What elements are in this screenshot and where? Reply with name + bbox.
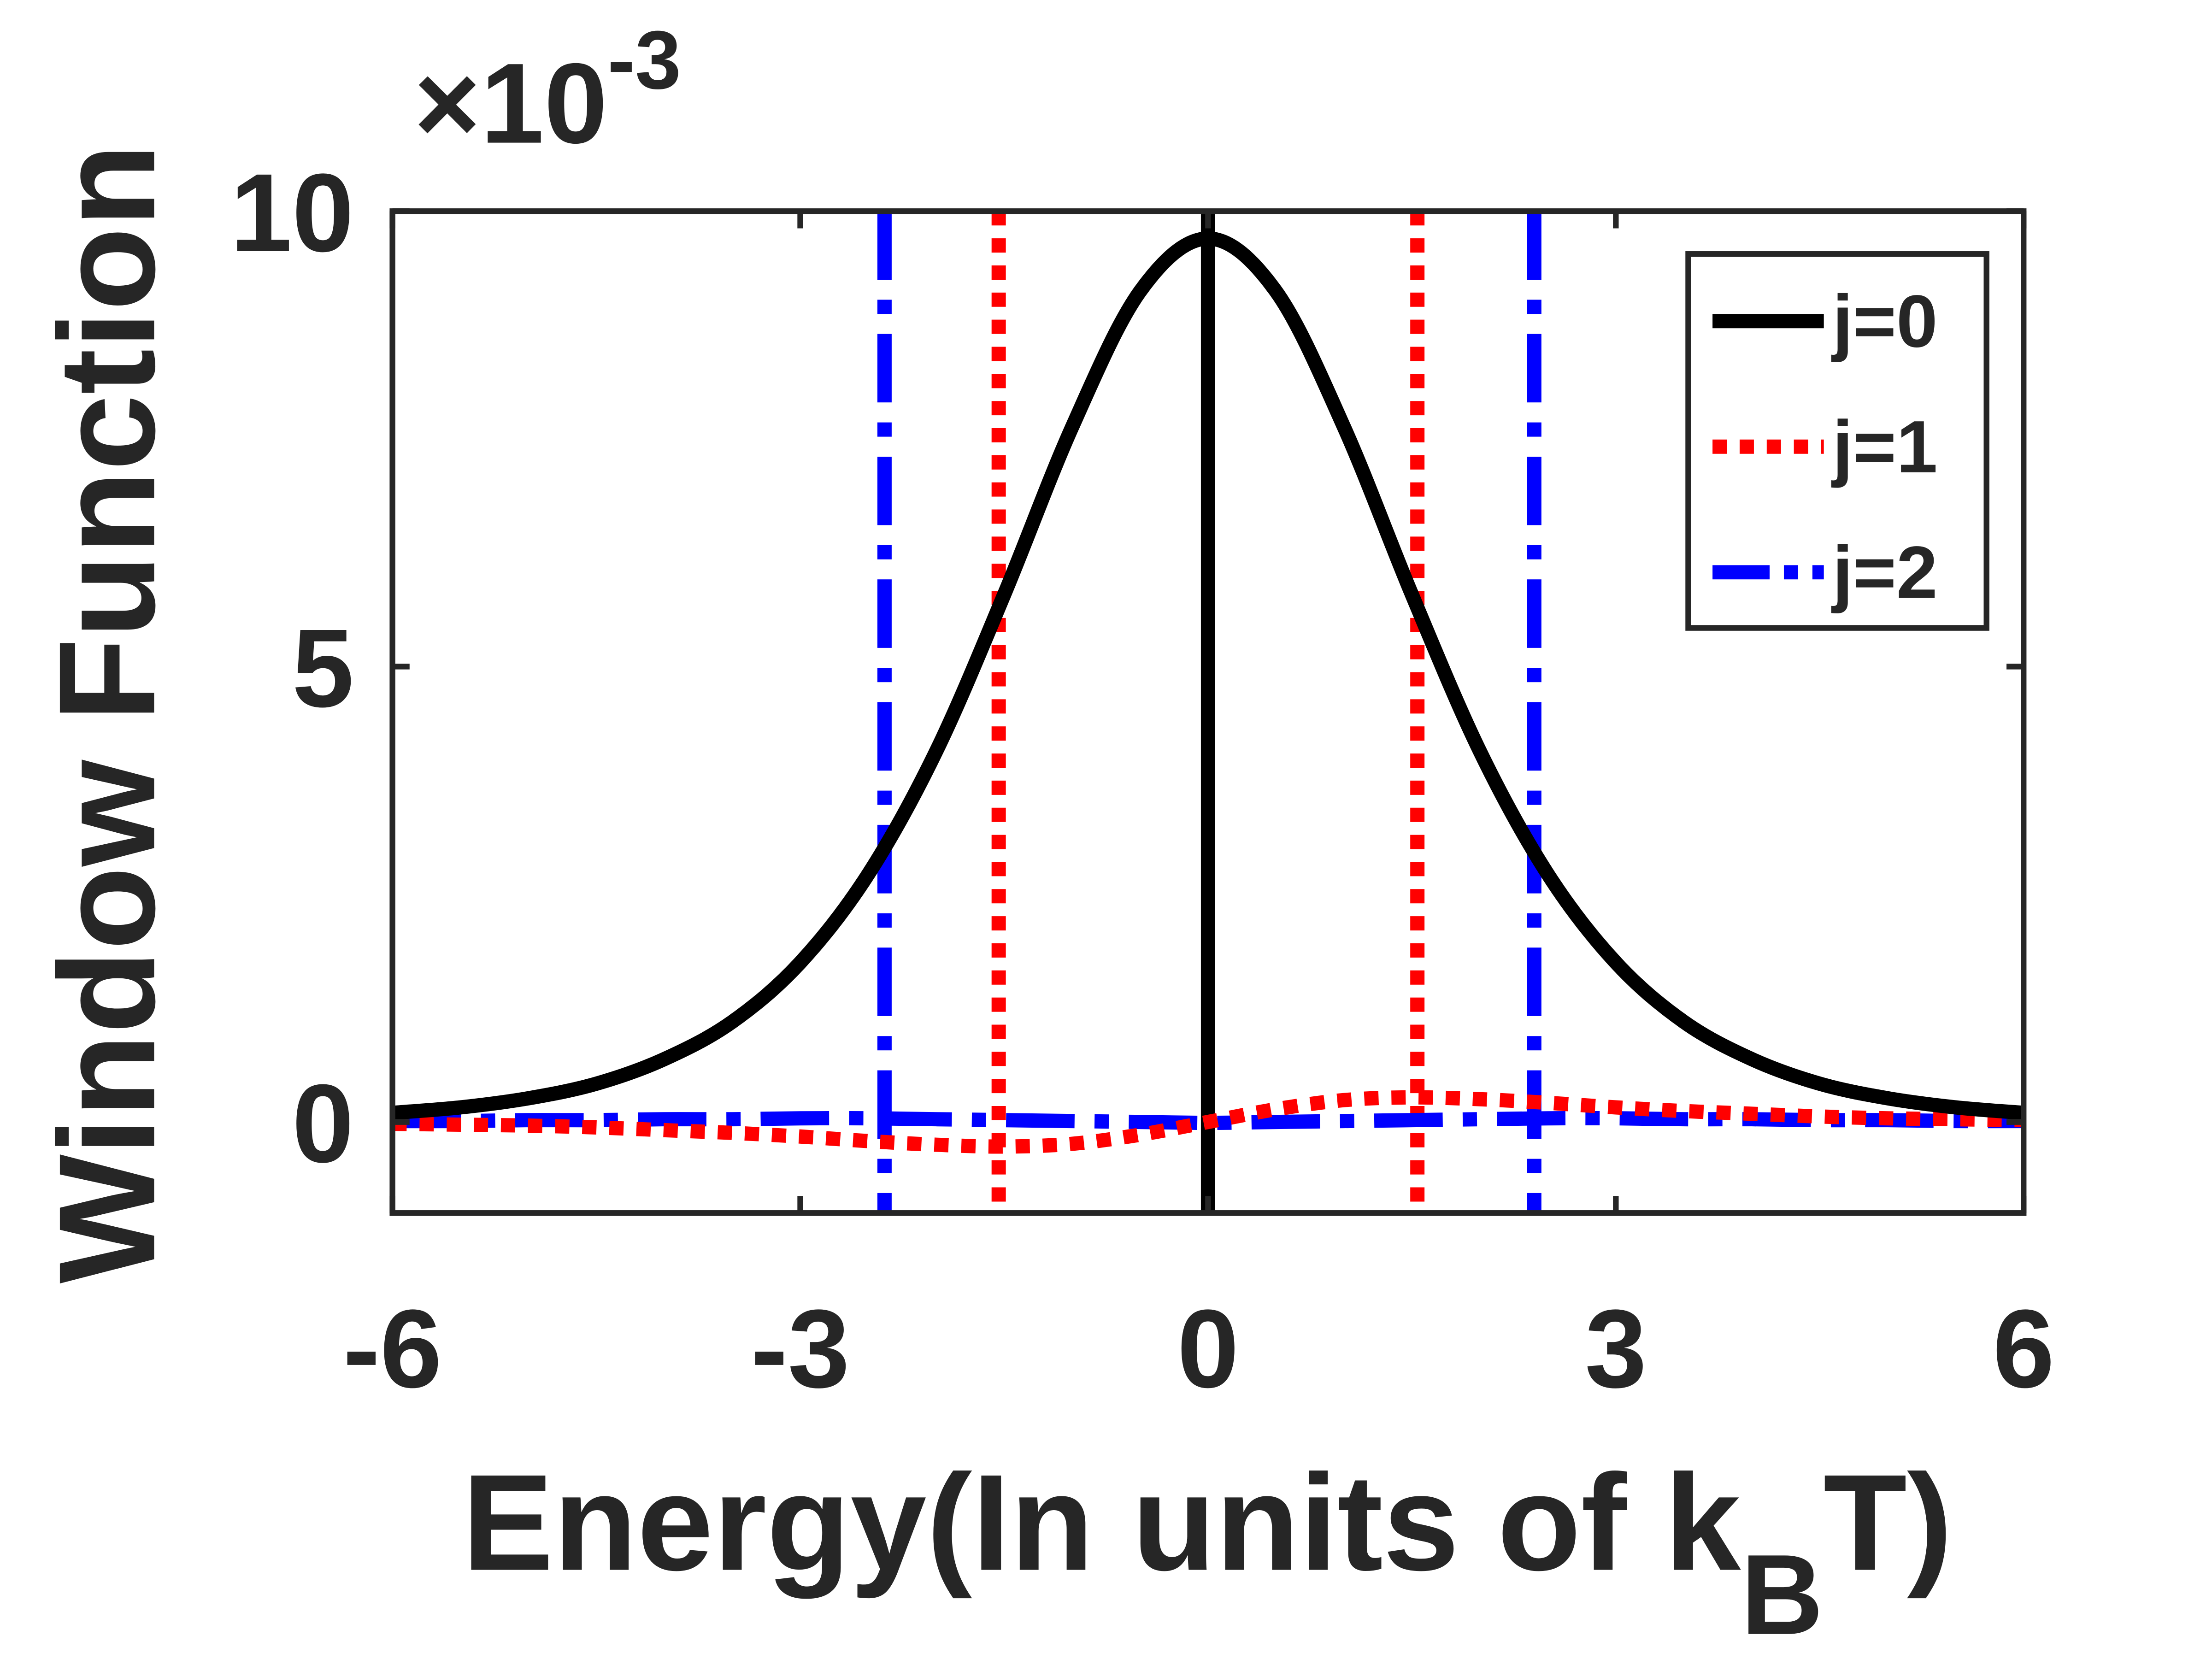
line: [392, 231, 2024, 1120]
legend-label: j=2: [1831, 531, 1937, 614]
plot-area: [392, 211, 2024, 1213]
y-tick-label: 0: [292, 1061, 354, 1186]
x-tick-label: -6: [343, 1287, 442, 1411]
legend-label: j=1: [1831, 406, 1937, 488]
x-label-part: T): [1823, 1446, 1953, 1600]
x-tick-label: -3: [751, 1287, 850, 1411]
legend-label: j=0: [1831, 280, 1937, 363]
x-tick-label: 6: [1993, 1287, 2054, 1411]
y-multiplier-exponent: -3: [607, 14, 681, 106]
y-multiplier-base: ×10: [414, 40, 607, 167]
x-label-subscript: B: [1741, 1531, 1824, 1659]
x-axis-label: Energy(In units of kBT): [462, 1446, 1953, 1658]
x-tick-label: 3: [1585, 1287, 1647, 1411]
x-tick-label: 0: [1177, 1287, 1239, 1411]
x-label-part: Energy(In units of k: [462, 1446, 1742, 1600]
legend: j=0 j=1 j=2: [1685, 251, 1989, 631]
y-tick-label: 5: [292, 606, 354, 730]
y-axis-label: Window Function: [30, 143, 183, 1283]
line: [392, 1090, 2024, 1154]
y-tick-label: 10: [230, 151, 354, 275]
y-multiplier: ×10-3: [414, 14, 681, 167]
